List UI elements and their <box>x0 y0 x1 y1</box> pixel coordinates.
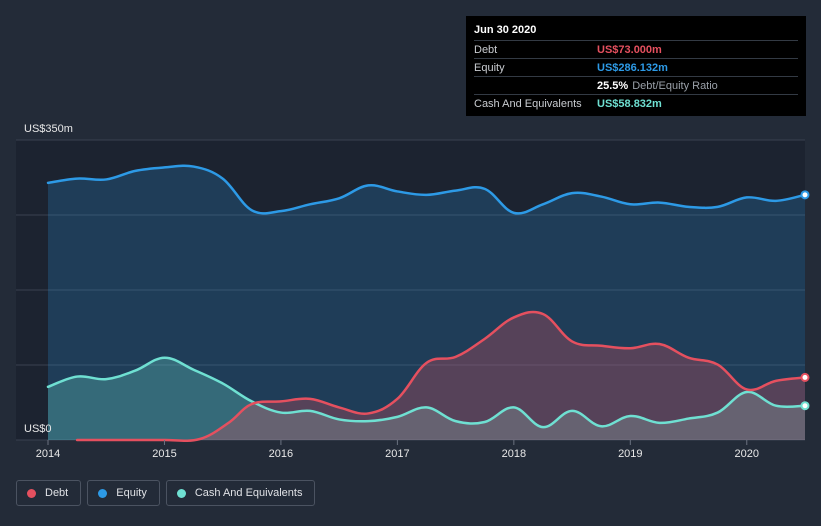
legend-item-debt[interactable]: Debt <box>16 480 82 506</box>
x-tick-label: 2016 <box>269 448 293 460</box>
legend-label-equity: Equity <box>116 487 147 499</box>
tooltip-value-equity: US$286.132m <box>597 61 668 74</box>
tooltip-row-cash: Cash And Equivalents US$58.832m <box>474 94 798 112</box>
legend-item-equity[interactable]: Equity <box>87 480 160 506</box>
x-tick-label: 2019 <box>618 448 642 460</box>
data-tooltip: Jun 30 2020 Debt US$73.000m Equity US$28… <box>466 16 806 116</box>
line-equity <box>46 164 807 215</box>
legend-item-cash[interactable]: Cash And Equivalents <box>165 480 316 506</box>
tooltip-label-equity: Equity <box>474 61 505 74</box>
legend-dot-cash <box>176 488 186 498</box>
tooltip-row-debt: Debt US$73.000m <box>474 40 798 58</box>
legend-dot-equity <box>98 488 108 498</box>
area-cash-and-equivalents <box>48 357 805 440</box>
area-debt <box>77 311 806 441</box>
end-marker-debt <box>800 372 810 382</box>
y-axis-top-label: US$350m <box>24 123 73 135</box>
tooltip-value-cash: US$58.832m <box>597 97 662 110</box>
tooltip-label-cash: Cash And Equivalents <box>474 97 582 110</box>
series-areas <box>48 165 806 441</box>
tooltip-row-ratio: 25.5% Debt/Equity Ratio <box>474 76 798 94</box>
tooltip-label-debt: Debt <box>474 43 498 56</box>
x-tick-label: 2015 <box>152 448 176 460</box>
y-axis-bottom-label: US$0 <box>24 423 52 435</box>
tooltip-value-debt: US$73.000m <box>597 43 662 56</box>
tooltip-row-equity: Equity US$286.132m <box>474 58 798 76</box>
area-equity <box>48 165 805 440</box>
x-axis-ticks: 2014 2015 2016 2017 2018 2019 2020 <box>36 440 759 460</box>
line-debt <box>75 310 807 442</box>
legend-label-cash: Cash And Equivalents <box>194 487 303 499</box>
end-marker-equity <box>800 190 810 200</box>
x-tick-label: 2018 <box>502 448 526 460</box>
tooltip-value-ratio: 25.5% <box>597 79 629 92</box>
line-cash-and-equivalents <box>46 356 807 429</box>
end-marker-cash-and-equivalents <box>800 401 810 411</box>
legend-dot-debt <box>27 488 36 498</box>
x-tick-label: 2014 <box>36 448 60 460</box>
series-lines <box>46 164 807 442</box>
tooltip-date: Jun 30 2020 <box>474 24 537 36</box>
x-tick-label: 2017 <box>385 448 409 460</box>
tooltip-ratio-caption: Debt/Equity Ratio <box>632 79 718 92</box>
series-end-markers <box>800 190 810 411</box>
legend-label-debt: Debt <box>45 487 69 499</box>
x-tick-label: 2020 <box>735 448 759 460</box>
chart-legend: Debt Equity Cash And Equivalents <box>16 480 316 506</box>
